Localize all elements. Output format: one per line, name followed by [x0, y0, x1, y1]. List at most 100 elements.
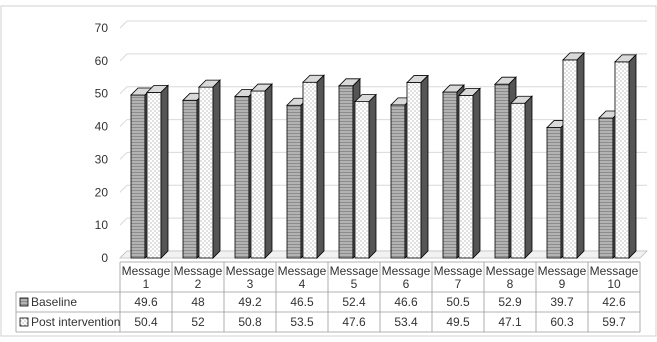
- category-label: Message 3: [226, 264, 275, 291]
- category-label-line: Message: [486, 264, 535, 278]
- gridline-depth: [119, 184, 128, 193]
- bar-baseline-front: [338, 85, 354, 259]
- data-label-baseline: 49.2: [238, 295, 262, 309]
- data-label-baseline: 46.5: [290, 295, 314, 309]
- bar-post-intervention-side: [472, 87, 481, 259]
- bar-post-intervention-side: [160, 84, 169, 259]
- gridline-depth: [119, 119, 128, 127]
- category-label-line: Message: [434, 264, 483, 278]
- category-label-line: Message: [590, 264, 639, 278]
- bar-post-intervention: [250, 83, 273, 259]
- data-label-post-intervention: 50.4: [134, 315, 158, 329]
- category-label-line: 9: [559, 277, 566, 291]
- category-label: Message 9: [538, 264, 587, 291]
- bar-post-intervention-front: [458, 94, 474, 259]
- bar-baseline-front: [546, 127, 562, 259]
- bar-post-intervention-side: [212, 79, 221, 259]
- data-label-post-intervention: 53.5: [290, 315, 314, 329]
- category-label: Message 8: [486, 264, 535, 291]
- category-label: Message 10: [590, 264, 639, 291]
- y-tick-label: 60: [95, 54, 109, 68]
- data-label-post-intervention: 47.6: [342, 315, 366, 329]
- bar-post-intervention-side: [576, 51, 585, 259]
- y-tick-label: 20: [95, 185, 109, 199]
- data-label-post-intervention: 60.3: [550, 315, 574, 329]
- bar-post-intervention-front: [510, 102, 526, 259]
- bar-post-intervention: [510, 95, 533, 259]
- bar-post-intervention-side: [524, 95, 533, 259]
- bar-baseline-front: [182, 99, 198, 259]
- category-label-line: Message: [226, 264, 275, 278]
- bar-post-intervention-front: [302, 81, 318, 259]
- bar-post-intervention-side: [264, 83, 273, 259]
- bar-post-intervention: [406, 74, 429, 259]
- bar-baseline-front: [390, 104, 406, 259]
- category-label-line: Message: [174, 264, 223, 278]
- bars: [130, 51, 637, 259]
- data-label-baseline: 39.7: [550, 295, 574, 309]
- gridline-depth: [119, 53, 128, 62]
- y-tick-label: 70: [95, 21, 109, 35]
- category-label-line: 5: [351, 277, 358, 291]
- category-label-line: 6: [403, 277, 410, 291]
- data-label-baseline: 50.5: [446, 295, 470, 309]
- bar-post-intervention-front: [198, 86, 214, 259]
- data-label-baseline: 52.9: [498, 295, 522, 309]
- data-label-post-intervention: 50.8: [238, 315, 262, 329]
- data-label-post-intervention: 47.1: [498, 315, 522, 329]
- bar-post-intervention-front: [354, 101, 370, 259]
- category-label: Message 2: [174, 264, 223, 291]
- category-label-line: 10: [607, 277, 621, 291]
- bar-baseline-front: [494, 83, 510, 259]
- bar-baseline-front: [234, 95, 250, 259]
- bar-baseline-front: [442, 91, 458, 259]
- bar-post-intervention: [198, 79, 221, 259]
- data-label-baseline: 48: [191, 295, 205, 309]
- category-label: Message 5: [330, 264, 379, 291]
- category-label-line: Message: [122, 264, 171, 278]
- bar-post-intervention-front: [146, 92, 162, 259]
- gridline-depth: [119, 86, 128, 95]
- bar-baseline-front: [598, 117, 614, 259]
- bar-post-intervention: [458, 87, 481, 259]
- data-label-baseline: 52.4: [342, 295, 366, 309]
- category-label-line: 4: [299, 277, 306, 291]
- data-label-post-intervention: 53.4: [394, 315, 418, 329]
- legend-label-baseline: Baseline: [31, 295, 77, 309]
- data-label-baseline: 42.6: [602, 295, 626, 309]
- category-label: Message 4: [278, 264, 327, 291]
- bar-post-intervention: [146, 84, 169, 259]
- bar-post-intervention-front: [562, 59, 578, 259]
- y-axis: 0 10 20 30 40 50 60 70: [95, 21, 109, 265]
- category-label-line: Message: [330, 264, 379, 278]
- chart-frame: [0, 5, 657, 337]
- bar-post-intervention-side: [368, 93, 377, 259]
- category-label-line: Message: [278, 264, 327, 278]
- bar-post-intervention: [302, 74, 325, 259]
- gridline-depth: [119, 217, 128, 226]
- gridline-depth: [119, 20, 128, 29]
- category-label: Message 1: [122, 264, 171, 291]
- bar-post-intervention-front: [250, 90, 266, 259]
- bar-post-intervention: [614, 53, 637, 259]
- y-tick-label: 40: [95, 120, 109, 134]
- data-label-post-intervention: 49.5: [446, 315, 470, 329]
- data-label-baseline: 49.6: [134, 295, 158, 309]
- bar-post-intervention: [562, 51, 585, 259]
- y-tick-label: 0: [101, 251, 108, 265]
- y-tick-label: 50: [95, 87, 109, 101]
- y-tick-label: 10: [95, 218, 109, 232]
- category-label-line: Message: [382, 264, 431, 278]
- legend-key-post-intervention: [19, 317, 29, 327]
- category-label: Message 7: [434, 264, 483, 291]
- bar-post-intervention: [354, 93, 377, 259]
- category-label-line: 7: [455, 277, 462, 291]
- data-label-post-intervention: 52: [191, 315, 205, 329]
- bar-baseline-front: [130, 94, 146, 259]
- category-label-line: 1: [143, 277, 150, 291]
- bar-baseline-front: [286, 104, 302, 259]
- category-label: Message 6: [382, 264, 431, 291]
